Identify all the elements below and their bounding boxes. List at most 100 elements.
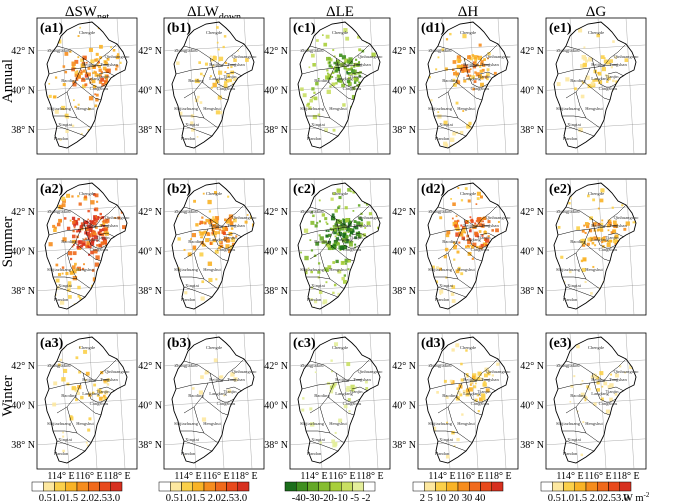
colorbar: 0.51.01.5 2.02.53.0W m-2: [540, 481, 650, 502]
colorbar-swatch: [226, 481, 238, 492]
colorbar: 2 5 10 20 30 40: [412, 481, 504, 502]
region-outline: [425, 182, 509, 310]
place-label: Tangshan: [227, 223, 245, 228]
lat-tick-label: 42° N: [11, 361, 35, 372]
place-label: Shijiazhuang: [428, 267, 453, 272]
place-label: Chengde: [332, 345, 348, 350]
prefecture-borders: [48, 204, 118, 298]
panel-id: (a2): [40, 182, 64, 197]
lat-tick-label: 40° N: [264, 85, 288, 96]
place-label: Tianjin: [477, 389, 491, 394]
place-label: Zhangjiakou: [556, 363, 580, 368]
place-label: Cangzhou: [343, 401, 362, 406]
place-label: Hengshui: [76, 106, 94, 111]
place-label: Langfang: [463, 391, 481, 396]
place-label: Qinhuangdao: [232, 215, 257, 220]
panel-id: (c2): [293, 182, 316, 197]
map-panel: Chengde Zhangjiakou Beijing TianjinLangfang…: [392, 178, 519, 316]
lon-tick-label: 116° E: [202, 471, 229, 482]
place-label: Beijing: [82, 377, 96, 382]
place-label: Baoding: [61, 393, 77, 398]
lat-tick-label: 42° N: [264, 46, 288, 57]
place-label: Shijiazhuang: [174, 106, 199, 111]
place-label: Cangzhou: [217, 86, 236, 91]
panel-frame: [545, 178, 647, 316]
row-label: Winter: [0, 375, 16, 416]
region-outline: [297, 21, 381, 149]
lat-tick-label: 38° N: [138, 440, 162, 451]
place-label: Chengde: [332, 191, 348, 196]
place-label: Hengshui: [329, 421, 347, 426]
place-label: Cangzhou: [343, 86, 362, 91]
colorbar-swatch: [31, 481, 44, 492]
place-label: Handan: [54, 451, 69, 456]
place-label: Zhangjiakou: [47, 48, 71, 53]
place-label: Cangzhou: [90, 401, 109, 406]
place-label: Xingtai: [567, 437, 582, 442]
lat-tick-label: 38° N: [520, 286, 544, 297]
map-panel: Chengde Zhangjiakou Beijing TianjinLangfang…: [520, 178, 647, 316]
place-label: Shijiazhuang: [174, 421, 199, 426]
place-label: Cangzhou: [343, 247, 362, 252]
place-label: Shijiazhuang: [428, 421, 453, 426]
lat-tick-label: 42° N: [520, 46, 544, 57]
place-label: Xingtai: [567, 283, 582, 288]
colorbar-labels: -40-30-20-10 -5 -2: [292, 493, 371, 502]
place-label: Zhangjiakou: [300, 363, 324, 368]
place-label: Chengde: [79, 345, 95, 350]
place-label: Handan: [563, 297, 578, 302]
panel-frame: [417, 332, 519, 470]
place-label: Tangshan: [481, 223, 499, 228]
place-label: Langfang: [335, 76, 353, 81]
lat-tick-label: 42° N: [138, 46, 162, 57]
place-label: Langfang: [82, 391, 100, 396]
panel-frame: [545, 17, 647, 155]
colorbar-swatch: [54, 481, 66, 492]
colorbar-swatch: [192, 481, 205, 492]
place-label: Shijiazhuang: [556, 267, 581, 272]
lon-tick-label: 114° E: [300, 471, 327, 482]
lat-tick-label: 42° N: [138, 207, 162, 218]
panel-id: (c1): [293, 21, 316, 36]
place-label: Shijiazhuang: [300, 267, 325, 272]
colorbar: 0.51.01.5 2.02.53.0: [31, 481, 123, 502]
colorbar-swatch: [110, 481, 123, 492]
place-label: Shijiazhuang: [47, 267, 72, 272]
place-label: Handan: [435, 451, 450, 456]
colorbar-swatch: [352, 481, 364, 492]
place-label: Tangshan: [481, 62, 499, 67]
place-label: Baoding: [570, 393, 586, 398]
lat-tick-label: 38° N: [138, 286, 162, 297]
colorbar-swatch: [446, 481, 459, 492]
map-panel: Chengde Zhangjiakou Beijing TianjinLangfang…: [138, 332, 265, 482]
place-label: Qinhuangdao: [614, 215, 639, 220]
place-label: Handan: [307, 136, 322, 141]
colorbar-swatch: [329, 481, 342, 492]
lat-tick-label: 38° N: [11, 125, 35, 136]
place-label: Tangshan: [609, 223, 627, 228]
region-outline: [553, 336, 637, 464]
place-label: Tangshan: [353, 223, 371, 228]
place-label: Zhangjiakou: [174, 363, 198, 368]
colorbar-labels: 0.51.01.5 2.02.53.0: [166, 493, 247, 502]
place-label: Qinhuangdao: [105, 54, 130, 59]
place-label: Qinhuangdao: [232, 54, 257, 59]
place-label: Handan: [181, 451, 196, 456]
lat-tick-label: 38° N: [392, 440, 416, 451]
place-label: Qinhuangdao: [105, 215, 130, 220]
place-label: Handan: [563, 451, 578, 456]
place-label: Tianjin: [96, 74, 110, 79]
place-label: Langfang: [463, 237, 481, 242]
place-label: Handan: [435, 297, 450, 302]
place-label: Tianjin: [477, 74, 491, 79]
place-label: Chengde: [206, 30, 222, 35]
map-panel: Chengde Zhangjiakou Beijing TianjinLangfang…: [11, 178, 138, 316]
lat-tick-label: 42° N: [392, 361, 416, 372]
lat-tick-label: 42° N: [520, 207, 544, 218]
place-label: Tianjin: [349, 235, 363, 240]
column-title: ΔLWdown: [187, 4, 241, 23]
lat-tick-label: 40° N: [11, 400, 35, 411]
place-label: Chengde: [332, 30, 348, 35]
place-label: Tangshan: [481, 377, 499, 382]
place-label: Baoding: [314, 239, 330, 244]
